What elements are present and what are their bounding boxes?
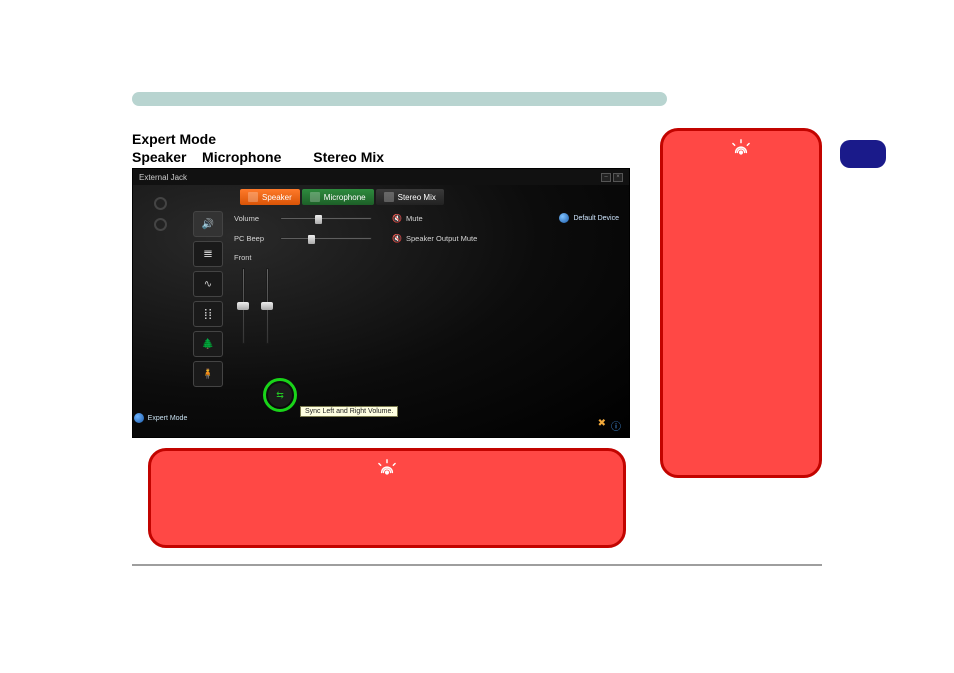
window-close[interactable]: × bbox=[613, 173, 623, 182]
sliders-icon[interactable]: ⢸⡇ bbox=[193, 301, 223, 327]
audio-control-window: External Jack – × Expert Mode 🔊 𝌆 ∿ ⢸⡇ 🌲… bbox=[132, 168, 630, 438]
front-label: Front bbox=[234, 253, 619, 262]
front-right-thumb[interactable] bbox=[261, 302, 273, 310]
front-row: Front bbox=[234, 253, 619, 344]
window-titlebar: External Jack – × bbox=[133, 169, 629, 185]
sync-volume-button[interactable]: ⇆ bbox=[268, 383, 292, 407]
mic-tab-icon bbox=[310, 192, 320, 202]
pcbeep-label: PC Beep bbox=[234, 234, 280, 243]
tab-stereo-label: Stereo Mix bbox=[398, 193, 436, 202]
mute-icon[interactable]: 🔇 bbox=[392, 213, 402, 223]
person-icon[interactable]: 🧍 bbox=[193, 361, 223, 387]
section-divider-bottom bbox=[132, 564, 822, 566]
volume-row: Volume 🔇 Mute Default Device bbox=[234, 213, 619, 223]
volume-slider-thumb[interactable] bbox=[315, 215, 322, 224]
tab-stereo-mix[interactable]: Stereo Mix bbox=[376, 189, 444, 205]
audio-jack-2[interactable] bbox=[154, 218, 167, 231]
environment-icon[interactable]: 🌲 bbox=[193, 331, 223, 357]
tab-microphone-label: Microphone bbox=[324, 193, 366, 202]
heading-line1: Expert Mode bbox=[132, 130, 384, 148]
note-box-right bbox=[660, 128, 822, 478]
mute-label: Mute bbox=[406, 214, 423, 223]
expert-mode-icon bbox=[134, 413, 144, 423]
tab-speaker-label: Speaker bbox=[262, 193, 292, 202]
speaker-panel: Speaker Microphone Stereo Mix Volume 🔇 bbox=[228, 185, 629, 437]
equalizer-icon[interactable]: 𝌆 bbox=[193, 241, 223, 267]
default-device-icon bbox=[559, 213, 569, 223]
alert-icon bbox=[730, 139, 752, 162]
front-left-slider[interactable] bbox=[238, 268, 248, 344]
speaker-mute-icon[interactable]: 🔇 bbox=[392, 233, 402, 243]
info-icon[interactable]: ⓘ bbox=[611, 418, 621, 433]
alert-icon bbox=[376, 459, 398, 482]
sync-tooltip: Sync Left and Right Volume. bbox=[300, 406, 398, 417]
audio-jack-1[interactable] bbox=[154, 197, 167, 210]
tab-speaker[interactable]: Speaker bbox=[240, 189, 300, 205]
default-device-button[interactable]: Default Device bbox=[559, 213, 619, 223]
speaker-mute-label: Speaker Output Mute bbox=[406, 234, 477, 243]
front-right-slider[interactable] bbox=[262, 268, 272, 344]
wave-icon[interactable]: ∿ bbox=[193, 271, 223, 297]
pcbeep-slider-thumb[interactable] bbox=[308, 235, 315, 244]
front-left-thumb[interactable] bbox=[237, 302, 249, 310]
pcbeep-row: PC Beep 🔇 Speaker Output Mute bbox=[234, 233, 619, 243]
page-marker bbox=[840, 140, 886, 168]
tab-microphone[interactable]: Microphone bbox=[302, 189, 374, 205]
heading-speaker: Speaker bbox=[132, 148, 186, 166]
section-divider-top bbox=[132, 92, 667, 106]
effect-icon-column: 🔊 𝌆 ∿ ⢸⡇ 🌲 🧍 bbox=[188, 185, 228, 437]
expert-mode-button[interactable]: Expert Mode bbox=[134, 413, 188, 423]
jack-panel: Expert Mode bbox=[133, 185, 188, 437]
expert-mode-label: Expert Mode bbox=[148, 415, 188, 422]
speaker-tab-icon bbox=[248, 192, 258, 202]
tools-icon[interactable]: ✖ bbox=[598, 418, 606, 433]
volume-label: Volume bbox=[234, 214, 280, 223]
window-title: External Jack bbox=[139, 173, 187, 182]
pcbeep-slider[interactable] bbox=[280, 237, 372, 240]
stereo-tab-icon bbox=[384, 192, 394, 202]
window-minimize[interactable]: – bbox=[601, 173, 611, 182]
volume-slider[interactable] bbox=[280, 217, 372, 220]
volume-icon[interactable]: 🔊 bbox=[193, 211, 223, 237]
page-heading: Expert Mode Speaker Microphone Stereo Mi… bbox=[132, 130, 384, 166]
heading-stereo: Stereo Mix bbox=[313, 148, 384, 166]
heading-microphone: Microphone bbox=[202, 148, 281, 166]
note-box-bottom bbox=[148, 448, 626, 548]
default-device-label: Default Device bbox=[573, 215, 619, 222]
